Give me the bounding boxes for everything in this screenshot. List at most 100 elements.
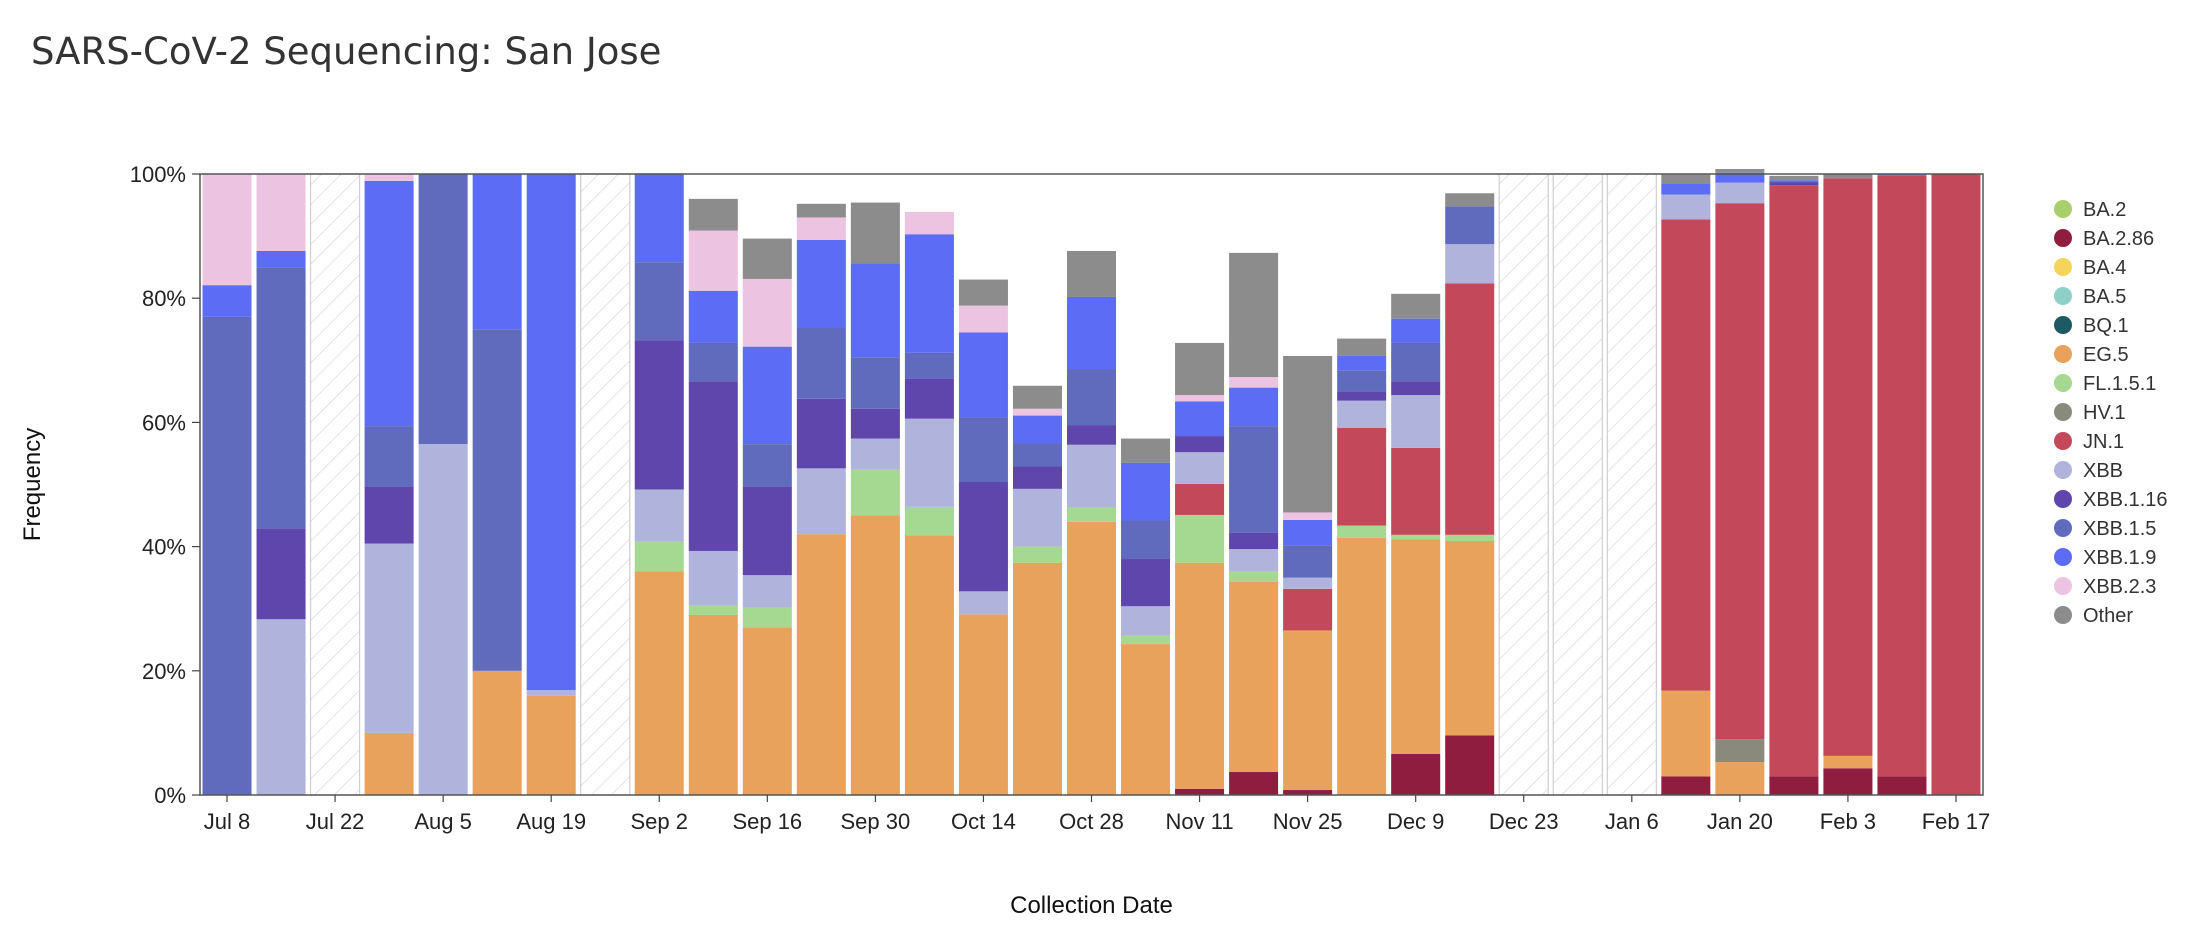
bar-segment[interactable]	[1229, 581, 1279, 773]
bar-segment[interactable]	[850, 408, 900, 439]
bar-segment[interactable]	[472, 329, 522, 671]
bar-segment[interactable]	[1715, 169, 1765, 173]
bar-segment[interactable]	[634, 262, 684, 341]
legend-label[interactable]: BA.4	[2083, 257, 2126, 279]
bar-segment[interactable]	[742, 575, 792, 608]
legend-label[interactable]: BA.2.86	[2083, 228, 2154, 250]
bar-segment[interactable]	[1283, 790, 1333, 795]
bar-segment[interactable]	[850, 515, 900, 795]
bar-segment[interactable]	[796, 398, 846, 469]
bar-segment[interactable]	[958, 614, 1008, 795]
bar-segment[interactable]	[796, 534, 846, 795]
bar-segment[interactable]	[1445, 541, 1495, 736]
bar-segment[interactable]	[1175, 514, 1225, 563]
bar-segment[interactable]	[1715, 739, 1765, 763]
bar-segment[interactable]	[1337, 370, 1387, 392]
bar-segment[interactable]	[1661, 183, 1711, 195]
bar-segment[interactable]	[1445, 534, 1495, 542]
bar-segment[interactable]	[1391, 754, 1441, 795]
bar-segment[interactable]	[1877, 175, 1927, 777]
bar-segment[interactable]	[1769, 182, 1819, 186]
bar-segment[interactable]	[742, 607, 792, 628]
bar-segment[interactable]	[1012, 562, 1062, 795]
bar-segment[interactable]	[958, 591, 1008, 615]
bar-segment[interactable]	[742, 486, 792, 576]
bar-segment[interactable]	[1121, 438, 1171, 463]
bar-segment[interactable]	[1175, 483, 1225, 515]
bar-segment[interactable]	[1012, 443, 1062, 467]
bar-segment[interactable]	[634, 489, 684, 542]
legend-label[interactable]: XBB.1.16	[2083, 489, 2168, 511]
bar-segment[interactable]	[1391, 447, 1441, 535]
bar-segment[interactable]	[1715, 182, 1765, 204]
bar-segment[interactable]	[1121, 635, 1171, 645]
bar-segment[interactable]	[364, 732, 414, 795]
bar-segment[interactable]	[850, 469, 900, 516]
bar-segment[interactable]	[904, 535, 954, 795]
bar-segment[interactable]	[1445, 735, 1495, 795]
bar-segment[interactable]	[742, 238, 792, 279]
bar-segment[interactable]	[1283, 519, 1333, 546]
bar-segment[interactable]	[958, 279, 1008, 306]
legend-label[interactable]: BA.5	[2083, 286, 2126, 308]
bar-segment[interactable]	[1175, 436, 1225, 453]
bar-segment[interactable]	[742, 346, 792, 445]
bar-segment[interactable]	[1391, 534, 1441, 540]
bar-segment[interactable]	[1066, 521, 1117, 795]
bar-segment[interactable]	[904, 234, 954, 353]
bar-segment[interactable]	[1175, 401, 1225, 437]
bar-segment[interactable]	[1769, 185, 1819, 777]
bar-segment[interactable]	[1877, 174, 1927, 176]
bar-segment[interactable]	[1661, 174, 1711, 184]
bar-segment[interactable]	[1283, 355, 1333, 513]
bar-segment[interactable]	[1769, 180, 1819, 183]
legend-label[interactable]: BQ.1	[2083, 315, 2129, 337]
bar-segment[interactable]	[256, 251, 306, 268]
bar-segment[interactable]	[1391, 395, 1441, 448]
bar-segment[interactable]	[1337, 525, 1387, 538]
bar-segment[interactable]	[634, 340, 684, 490]
bar-segment[interactable]	[1229, 387, 1279, 427]
bar-segment[interactable]	[1877, 776, 1927, 795]
bar-segment[interactable]	[1066, 507, 1117, 522]
bar-segment[interactable]	[904, 378, 954, 419]
bar-segment[interactable]	[1391, 381, 1441, 396]
bar-segment[interactable]	[472, 174, 522, 330]
bar-segment[interactable]	[1445, 283, 1495, 535]
bar-segment[interactable]	[1066, 368, 1117, 426]
bar-segment[interactable]	[1121, 462, 1171, 521]
bar-segment[interactable]	[202, 316, 252, 795]
bar-segment[interactable]	[1066, 251, 1117, 297]
bar-segment[interactable]	[364, 426, 414, 487]
bar-segment[interactable]	[364, 180, 414, 427]
legend-label[interactable]: XBB.1.9	[2083, 547, 2156, 569]
bar-segment[interactable]	[256, 267, 306, 529]
bar-segment[interactable]	[958, 482, 1008, 592]
bar-segment[interactable]	[1715, 172, 1765, 183]
bar-segment[interactable]	[1337, 400, 1387, 428]
bar-segment[interactable]	[1175, 788, 1225, 795]
legend-label[interactable]: XBB.1.5	[2083, 518, 2156, 540]
bar-segment[interactable]	[1823, 178, 1873, 756]
bar-segment[interactable]	[1283, 545, 1333, 578]
bar-segment[interactable]	[1445, 193, 1495, 207]
bar-segment[interactable]	[688, 230, 738, 291]
bar-segment[interactable]	[850, 202, 900, 264]
bar-segment[interactable]	[904, 418, 954, 507]
bar-segment[interactable]	[1229, 426, 1279, 533]
bar-segment[interactable]	[688, 605, 738, 615]
bar-segment[interactable]	[526, 174, 576, 691]
bar-segment[interactable]	[796, 203, 846, 218]
bar-segment[interactable]	[1661, 219, 1711, 691]
bar-segment[interactable]	[1175, 562, 1225, 789]
bar-segment[interactable]	[1066, 444, 1117, 508]
bar-segment[interactable]	[904, 211, 954, 235]
bar-segment[interactable]	[1283, 588, 1333, 631]
bar-segment[interactable]	[850, 357, 900, 409]
bar-segment[interactable]	[202, 285, 252, 317]
bar-segment[interactable]	[1337, 391, 1387, 401]
bar-segment[interactable]	[1337, 427, 1387, 526]
bar-segment[interactable]	[688, 381, 738, 551]
bar-segment[interactable]	[1229, 571, 1279, 582]
bar-segment[interactable]	[526, 690, 576, 696]
